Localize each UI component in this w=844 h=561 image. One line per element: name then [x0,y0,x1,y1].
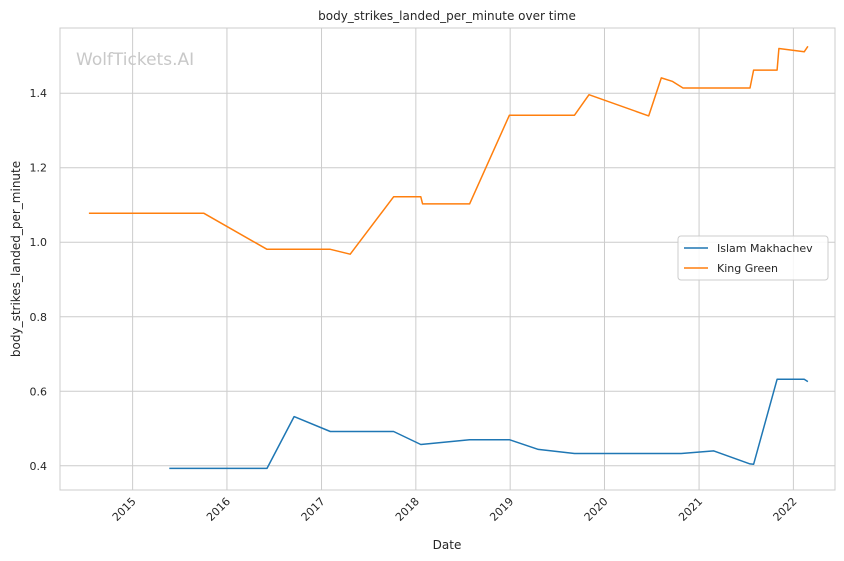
plot-area-frame [59,27,836,491]
y-tick-label: 0.8 [30,311,48,324]
watermark-text: WolfTickets.AI [76,50,194,70]
y-tick-label: 0.6 [30,385,48,398]
grid-lines [60,28,835,490]
y-tick-label: 1.4 [30,87,48,100]
y-tick-label: 1.2 [30,162,48,175]
y-tick-label: 1.0 [30,236,48,249]
legend: Islam Makhachev King Green [677,235,829,281]
series-line-king-green [88,45,809,255]
legend-box [677,235,829,281]
legend-label-islam-makhachev: Islam Makhachev [717,242,813,255]
y-axis-label: body_strikes_landed_per_minute [9,161,23,357]
chart-title: body_strikes_landed_per_minute over time [318,9,576,23]
x-axis-label: Date [433,538,462,552]
legend-label-king-green: King Green [717,262,778,275]
series-layer [88,45,809,470]
series-line-islam-makhachev [169,378,809,470]
y-tick-labels: 0.4 0.6 0.8 1.0 1.2 1.4 [30,87,48,473]
y-tick-label: 0.4 [30,460,48,473]
